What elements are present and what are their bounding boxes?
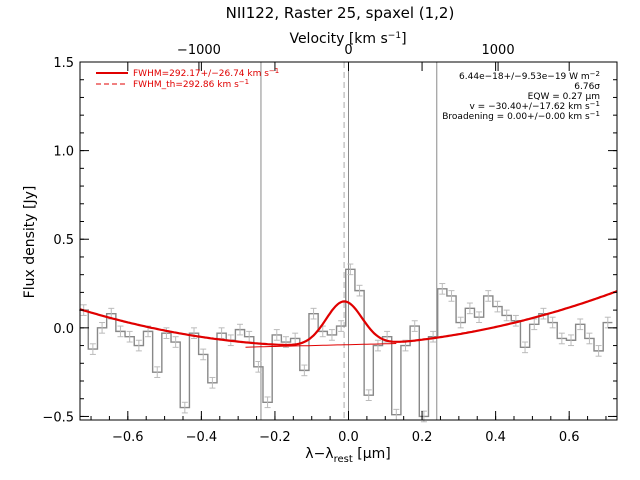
annotation-0: 6.44e−18+/−9.53e−19 W m−2 [459, 70, 600, 82]
chart-title: NII122, Raster 25, spaxel (1,2) [226, 4, 455, 22]
axes-ticks: −0.6 −0.4 −0.2 0.0 0.2 0.4 0.6 −0.5 0.0 0.5 1.0 1.5… [42, 43, 618, 445]
x-tick-label-5: 0.4 [485, 430, 506, 445]
top-tick-label-1: 0 [344, 43, 352, 58]
annotation-4: Broadening = 0.00+/−0.00 km s−1 [442, 110, 600, 122]
x-tick-label-4: 0.2 [412, 430, 433, 445]
continuum-fit-line [245, 343, 397, 348]
y-tick-label-3: 1.0 [53, 145, 74, 160]
x-tick-label-6: 0.6 [559, 430, 580, 445]
y-tick-label-0: −0.5 [42, 410, 74, 425]
y-axis-label: Flux density [Jy] [22, 186, 38, 299]
gaussian-fit-line [79, 290, 618, 347]
x-tick-label-0: −0.6 [112, 430, 144, 445]
top-axis-label: Velocity [km s−1] [289, 31, 406, 47]
x-tick-label-1: −0.4 [186, 430, 218, 445]
plot-area [79, 62, 618, 423]
y-tick-label-2: 0.5 [53, 233, 74, 248]
legend: FWHM=292.17+/−26.74 km s−1FWHM_th=292.86… [96, 67, 279, 90]
annotation-2: EQW = 0.27 μm [528, 92, 600, 102]
annotation-3: v = −30.40+/−17.62 km s−1 [470, 100, 601, 112]
annotation-1: 6.76σ [574, 82, 600, 92]
legend-label-0: FWHM=292.17+/−26.74 km s−1 [133, 67, 279, 79]
top-tick-label-0: −1000 [177, 43, 221, 58]
legend-label-1: FWHM_th=292.86 km s−1 [133, 78, 249, 90]
y-tick-label-4: 1.5 [53, 56, 74, 71]
x-axis-label: λ−λrest [μm] [305, 446, 390, 465]
x-tick-label-2: −0.2 [259, 430, 291, 445]
x-tick-label-3: 0.0 [338, 430, 359, 445]
y-tick-label-1: 0.0 [53, 322, 74, 337]
top-tick-label-2: 1000 [482, 43, 515, 58]
spectrum-step-series [79, 268, 613, 418]
